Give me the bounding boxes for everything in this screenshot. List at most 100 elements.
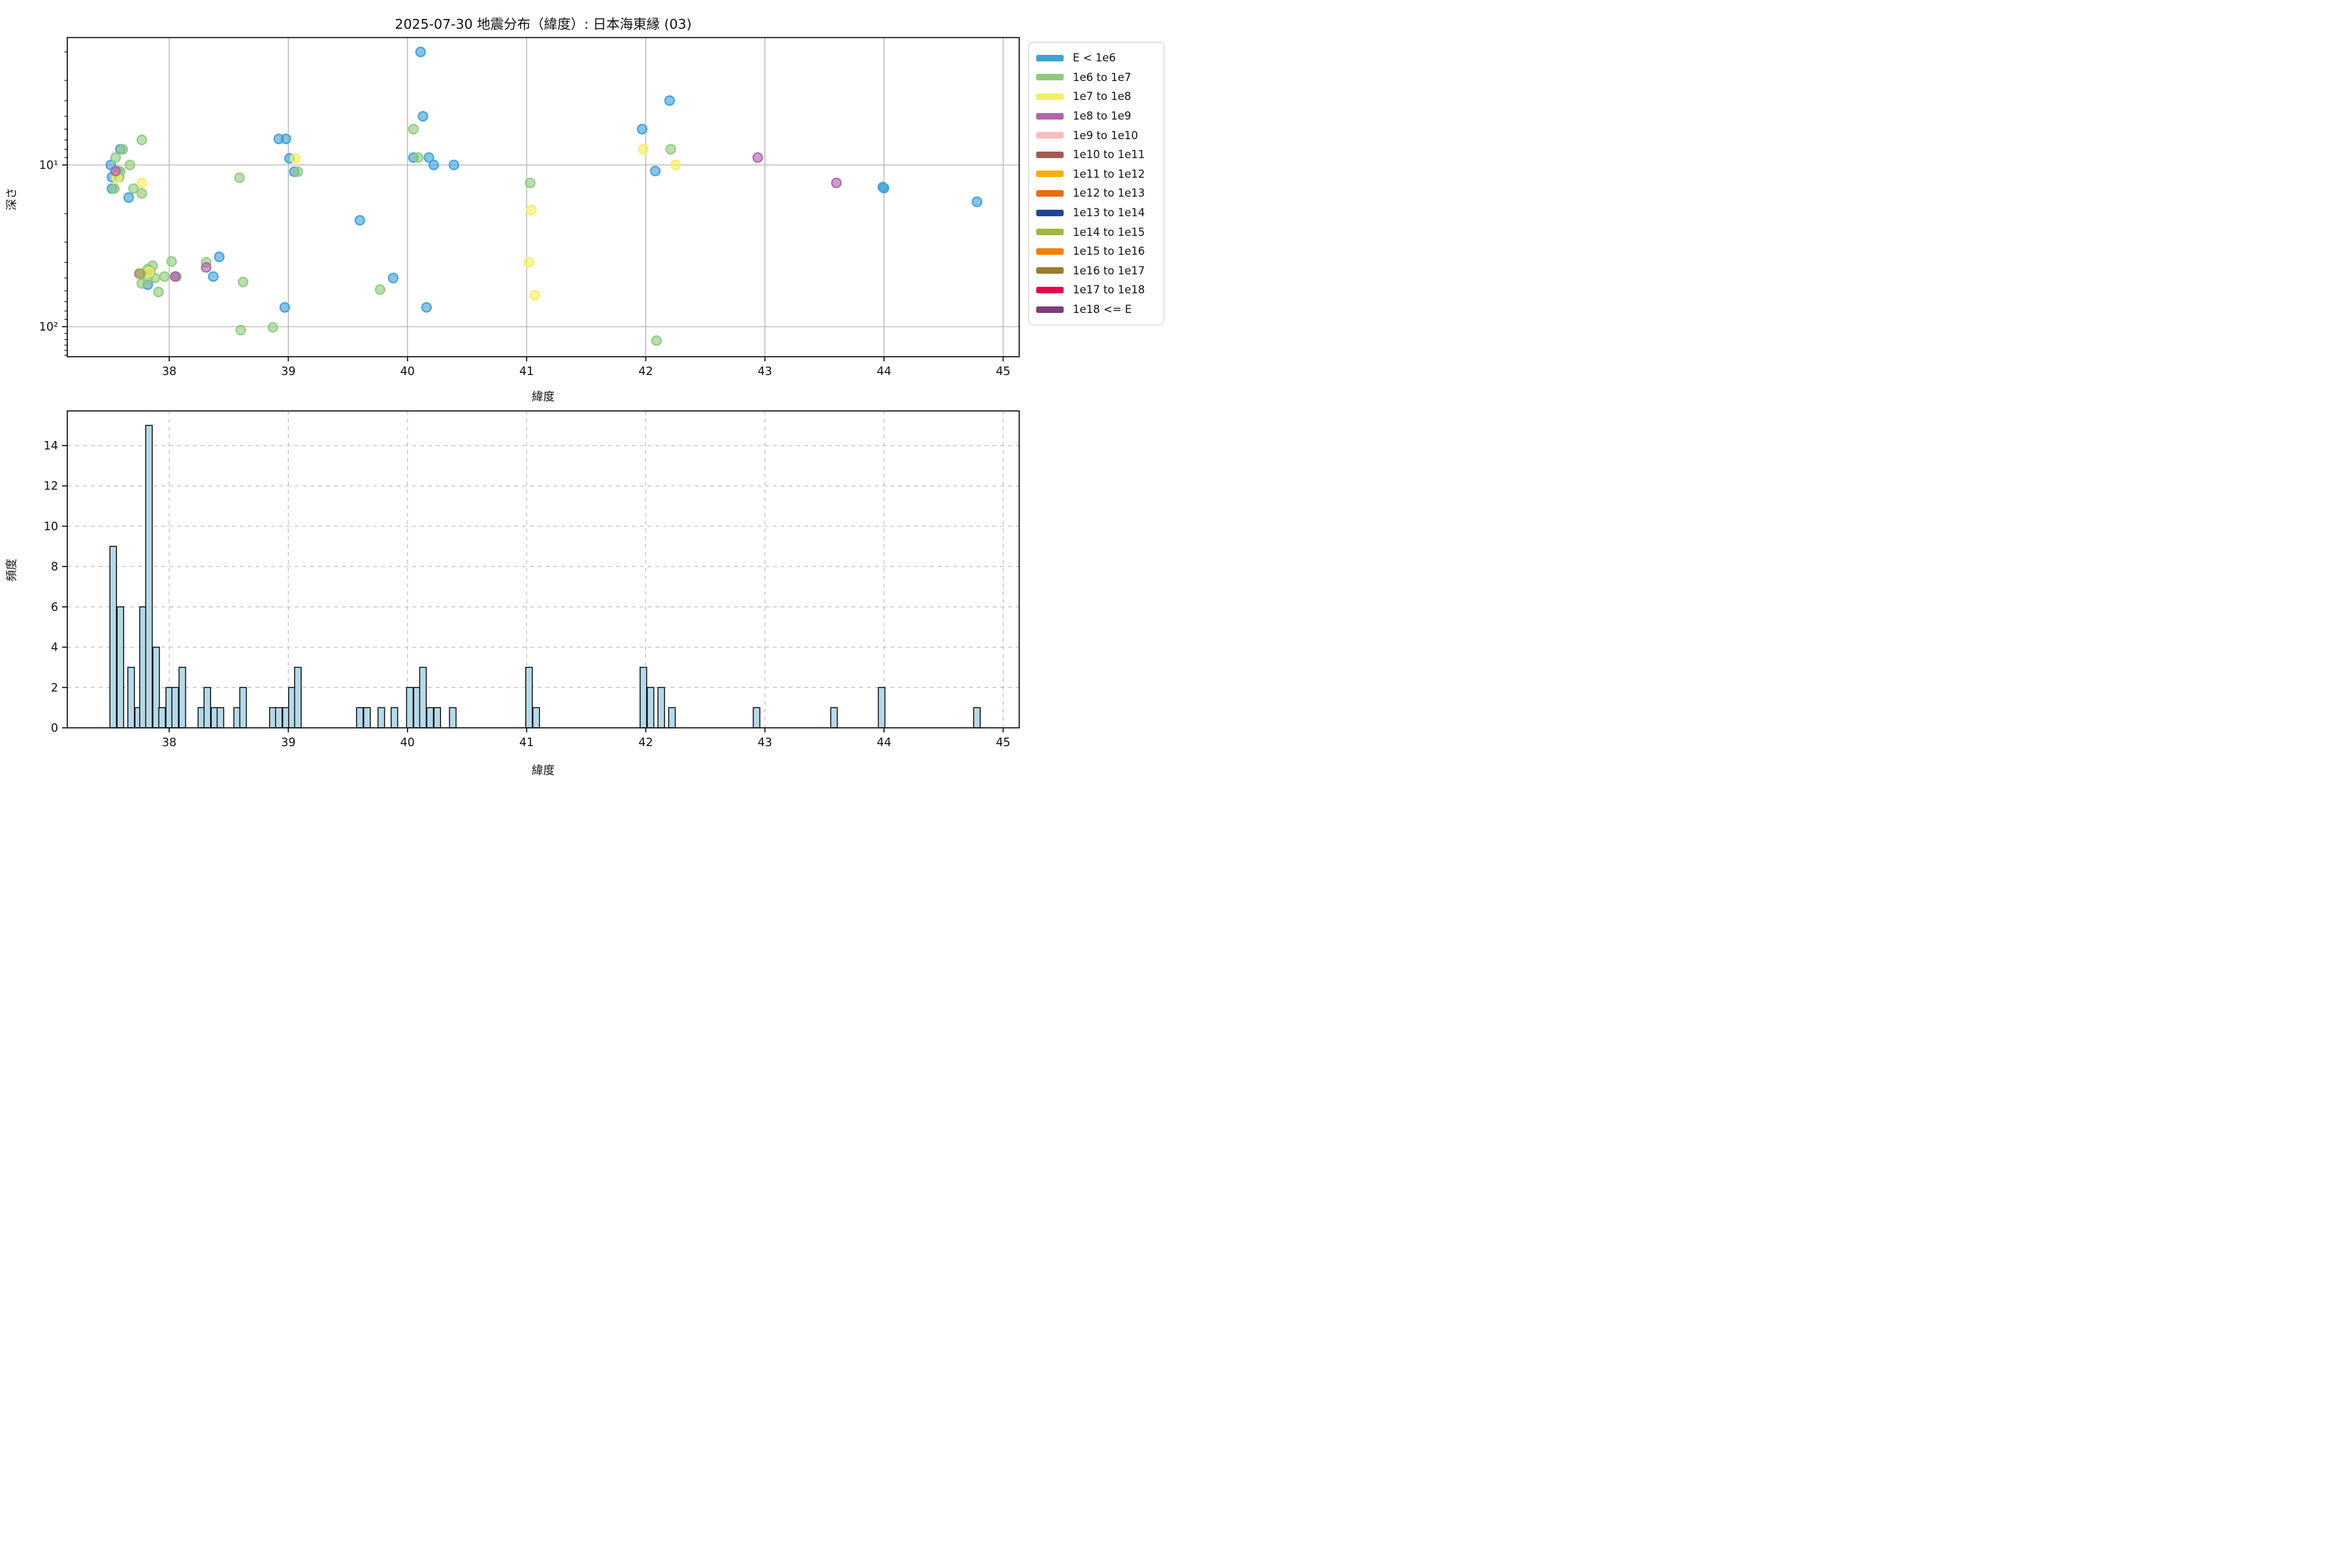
scatter-xtick-label: 38 bbox=[162, 365, 176, 378]
data-point bbox=[387, 272, 399, 284]
histogram-bar bbox=[178, 666, 186, 728]
histogram-bar bbox=[275, 707, 283, 728]
data-point bbox=[526, 204, 537, 216]
histogram-bar bbox=[390, 707, 399, 728]
data-point bbox=[117, 144, 128, 155]
data-point bbox=[670, 159, 681, 171]
legend-label: 1e10 to 1e11 bbox=[1073, 148, 1145, 161]
data-point bbox=[143, 267, 155, 278]
legend-label: 1e16 to 1e17 bbox=[1073, 264, 1145, 277]
histogram-yaxis-label: 頻度 bbox=[5, 559, 19, 581]
legend-label: 1e12 to 1e13 bbox=[1073, 187, 1145, 200]
legend-row: E < 1e6 bbox=[1029, 48, 1164, 68]
data-point bbox=[124, 159, 135, 171]
hist-ytick-label: 0 bbox=[51, 722, 58, 735]
legend-label: 1e6 to 1e7 bbox=[1073, 71, 1132, 84]
hist-ytick-label: 12 bbox=[44, 480, 58, 493]
scatter-axes-box bbox=[67, 37, 1020, 357]
hist-axes-box bbox=[67, 410, 1020, 728]
data-point bbox=[448, 159, 459, 171]
data-point bbox=[417, 110, 429, 122]
data-point bbox=[237, 276, 249, 287]
scatter-series bbox=[135, 268, 146, 279]
data-point bbox=[234, 172, 245, 184]
data-point bbox=[136, 177, 148, 188]
data-point bbox=[972, 196, 983, 208]
histogram-bar bbox=[532, 707, 540, 728]
histogram-bar bbox=[145, 425, 153, 728]
data-point bbox=[649, 165, 661, 176]
legend-row: 1e9 to 1e10 bbox=[1029, 125, 1164, 145]
hist-ytick-label: 4 bbox=[51, 642, 58, 655]
histogram-bar bbox=[419, 666, 427, 728]
hist-xtick-label: 41 bbox=[519, 736, 534, 749]
legend-label: 1e9 to 1e10 bbox=[1073, 129, 1138, 142]
data-point bbox=[135, 268, 146, 279]
data-point bbox=[128, 183, 139, 194]
histogram-bar bbox=[449, 707, 457, 728]
legend-swatch-icon bbox=[1036, 306, 1064, 313]
data-point bbox=[201, 262, 212, 273]
histogram-bar bbox=[433, 707, 442, 728]
hist-ytick-label: 10 bbox=[44, 520, 58, 533]
hist-xtick-label: 40 bbox=[400, 736, 415, 749]
histogram-bar bbox=[830, 707, 838, 728]
data-point bbox=[529, 289, 540, 301]
scatter-ytick-label: 10¹ bbox=[39, 159, 58, 172]
legend-row: 1e15 to 1e16 bbox=[1029, 242, 1164, 261]
data-point bbox=[831, 177, 842, 188]
legend-swatch-icon bbox=[1036, 171, 1064, 178]
histogram-plot: 38 39 40 41 42 43 44 45 0 2 4 6 8 10 12 14 bbox=[44, 410, 1020, 749]
data-point bbox=[665, 144, 676, 155]
figure-canvas: 38 39 40 41 42 43 44 45 10¹ 10² 38 39 40 41 42 43 44 45 0 2… bbox=[0, 0, 1176, 784]
legend-label: 1e15 to 1e16 bbox=[1073, 245, 1145, 258]
data-point bbox=[109, 183, 120, 194]
histogram-bar bbox=[657, 687, 665, 728]
legend-swatch-icon bbox=[1036, 286, 1064, 293]
legend-label: 1e18 <= E bbox=[1073, 303, 1132, 316]
data-point bbox=[123, 192, 135, 203]
legend-swatch-icon bbox=[1036, 248, 1064, 255]
data-point bbox=[290, 153, 301, 164]
legend-label: 1e11 to 1e12 bbox=[1073, 167, 1145, 180]
legend-row: 1e8 to 1e9 bbox=[1029, 106, 1164, 126]
hist-ytick-label: 2 bbox=[51, 681, 58, 694]
data-point bbox=[523, 257, 534, 268]
data-point bbox=[638, 144, 649, 155]
legend-label: 1e17 to 1e18 bbox=[1073, 284, 1145, 297]
data-point bbox=[214, 252, 225, 263]
hist-xtick-label: 43 bbox=[758, 736, 772, 749]
legend-label: 1e13 to 1e14 bbox=[1073, 206, 1145, 220]
scatter-xtick-label: 43 bbox=[758, 365, 772, 378]
scatter-xtick-label: 40 bbox=[400, 365, 415, 378]
scatter-xtick-label: 39 bbox=[281, 365, 295, 378]
histogram-bar bbox=[406, 687, 414, 728]
histogram-bar bbox=[668, 707, 676, 728]
scatter-xtick-label: 42 bbox=[638, 365, 653, 378]
scatter-xtick-label: 45 bbox=[996, 365, 1010, 378]
histogram-bar bbox=[753, 707, 760, 728]
data-point bbox=[136, 188, 148, 199]
legend-row: 1e13 to 1e14 bbox=[1029, 203, 1164, 223]
data-point bbox=[159, 271, 170, 282]
data-point bbox=[292, 166, 304, 177]
legend-row: 1e7 to 1e8 bbox=[1029, 87, 1164, 106]
data-point bbox=[280, 133, 291, 144]
legend-row: 1e14 to 1e15 bbox=[1029, 222, 1164, 242]
histogram-xaxis-label: 緯度 bbox=[532, 764, 555, 777]
data-point bbox=[413, 152, 424, 163]
hist-xtick-label: 42 bbox=[638, 736, 653, 749]
histogram-bar bbox=[116, 606, 124, 728]
legend-label: E < 1e6 bbox=[1073, 52, 1116, 65]
data-point bbox=[428, 159, 439, 171]
histogram-bar bbox=[216, 707, 225, 728]
data-point bbox=[235, 325, 246, 336]
scatter-series bbox=[111, 144, 681, 301]
data-point bbox=[208, 271, 219, 282]
figure-title: 2025-07-30 地震分布（緯度）: 日本海東縁 (03) bbox=[395, 16, 692, 32]
energy-legend: E < 1e6 1e6 to 1e7 1e7 to 1e8 1e8 to 1e9 1e9… bbox=[1028, 42, 1164, 326]
data-point bbox=[423, 152, 434, 163]
data-point bbox=[408, 123, 419, 135]
scatter-ytick-label: 10² bbox=[39, 321, 58, 334]
legend-label: 1e14 to 1e15 bbox=[1073, 225, 1145, 238]
